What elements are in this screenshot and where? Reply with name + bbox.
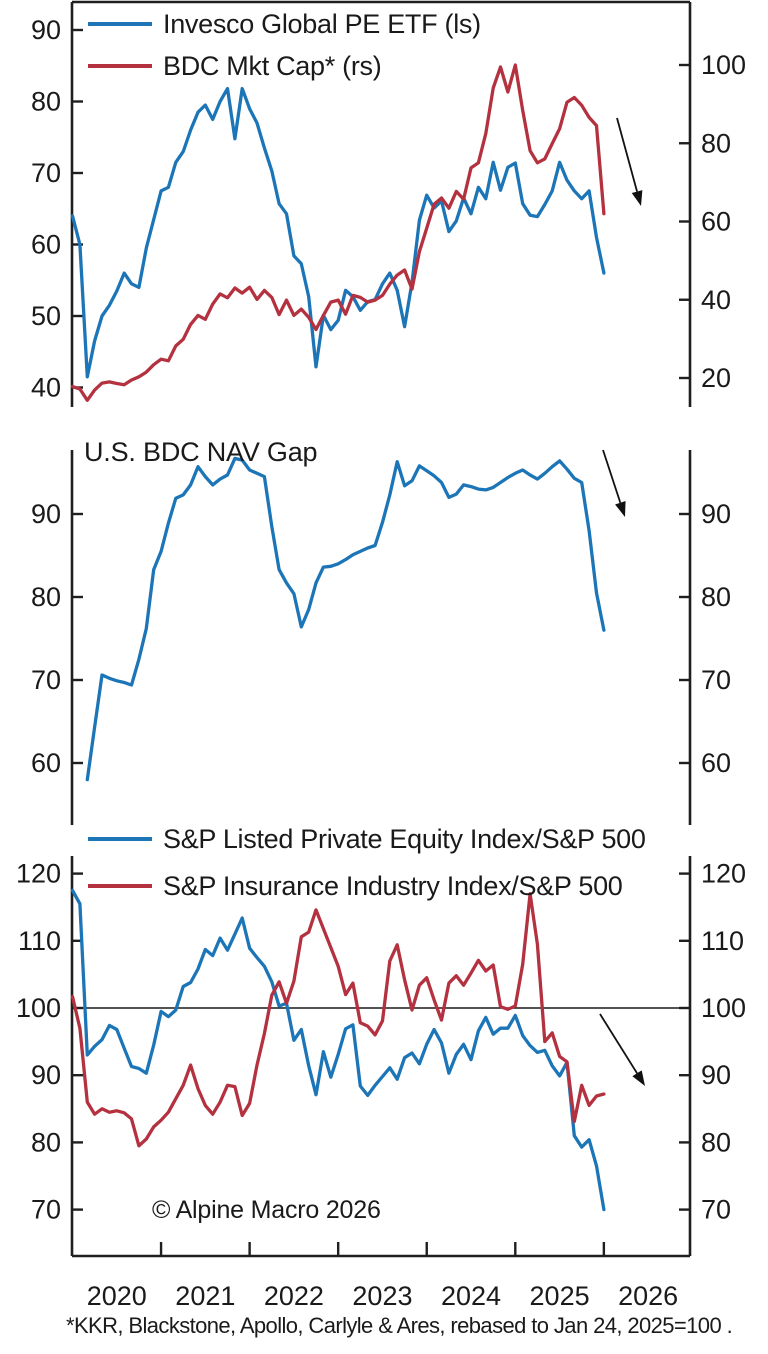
- left-axis-tick-label: 70: [31, 665, 61, 695]
- series-line-0-0: [70, 86, 606, 379]
- left-axis-tick-label: 60: [31, 230, 61, 260]
- x-axis-year-label: 2021: [175, 1281, 235, 1311]
- legend-label-bdc-mkt-cap: BDC Mkt Cap* (rs): [163, 51, 381, 81]
- right-axis-tick-label: 120: [701, 859, 746, 889]
- right-axis-tick-label: 60: [701, 207, 731, 237]
- left-axis-tick-label: 80: [31, 582, 61, 612]
- right-axis-tick-label: 20: [701, 363, 731, 393]
- downward-trend-arrow-head: [631, 190, 643, 206]
- left-axis-tick-label: 110: [18, 926, 61, 956]
- copyright-text: © Alpine Macro 2026: [152, 1196, 381, 1224]
- x-axis-year-label: 2024: [441, 1281, 501, 1311]
- series-line-0-1: [70, 63, 606, 402]
- right-axis-tick-label: 100: [701, 50, 746, 80]
- x-axis-year-label: 2023: [352, 1281, 412, 1311]
- left-axis-tick-label: 100: [16, 993, 61, 1023]
- right-axis-tick-label: 90: [701, 1060, 731, 1090]
- downward-trend-arrow-shaft: [616, 117, 638, 192]
- legend-label-sp-insurance-index: S&P Insurance Industry Index/S&P 500: [163, 871, 623, 901]
- left-axis-tick-label: 70: [31, 158, 61, 188]
- downward-trend-arrow-shaft: [599, 1013, 638, 1074]
- series-line-1-0: [85, 456, 606, 782]
- right-axis-tick-label: 70: [701, 1195, 731, 1225]
- left-axis-tick-label: 40: [31, 373, 61, 403]
- downward-trend-arrow-shaft: [602, 449, 622, 504]
- x-axis-year-label: 2026: [618, 1281, 678, 1311]
- left-axis-tick-label: 80: [31, 1127, 61, 1157]
- right-axis-tick-label: 80: [701, 1127, 731, 1157]
- middle-panel-bdc-nav-gap: 90 80 70 60 90 80 70 60: [31, 449, 731, 825]
- left-axis-tick-label: 60: [31, 748, 61, 778]
- series-line-2-0: [70, 888, 606, 1212]
- left-axis-tick-label: 80: [31, 87, 61, 117]
- top-panel-invesco-pe-vs-bdc: 90 80 70 60 50 40 100 80 60 40 20: [31, 0, 746, 407]
- right-axis-tick-label: 40: [701, 285, 731, 315]
- left-axis-tick-label: 90: [31, 499, 61, 529]
- left-axis-tick-label: 90: [31, 15, 61, 45]
- right-axis-tick-label: 100: [701, 993, 746, 1023]
- downward-trend-arrow-head: [615, 501, 626, 517]
- left-axis-tick-label: 70: [31, 1195, 61, 1225]
- legend-label-sp-listed-pe-index: S&P Listed Private Equity Index/S&P 500: [163, 824, 646, 854]
- downward-trend-arrow-head: [632, 1070, 645, 1086]
- right-axis-tick-label: 80: [701, 582, 731, 612]
- series-line-2-1: [70, 892, 606, 1148]
- right-axis-tick-label: 110: [701, 926, 744, 956]
- bottom-panel-relative-indexes: 120 110 100 90 80 70 120 110 100 90 80 70 2020 2021 20…: [16, 856, 746, 1311]
- x-axis-year-label: 2020: [87, 1281, 147, 1311]
- left-axis-tick-label: 120: [16, 859, 61, 889]
- legend-label-invesco-pe-etf: Invesco Global PE ETF (ls): [163, 9, 481, 39]
- right-axis-tick-label: 90: [701, 499, 731, 529]
- x-axis-year-label: 2025: [530, 1281, 590, 1311]
- footnote-text: *KKR, Blackstone, Apollo, Carlyle & Ares…: [66, 1313, 732, 1338]
- right-axis-tick-label: 70: [701, 665, 731, 695]
- right-axis-tick-label: 80: [701, 128, 731, 158]
- left-axis-tick-label: 50: [31, 301, 61, 331]
- middle-panel-title: U.S. BDC NAV Gap: [84, 437, 317, 467]
- right-axis-tick-label: 60: [701, 748, 731, 778]
- left-axis-tick-label: 90: [31, 1060, 61, 1090]
- x-axis-year-label: 2022: [264, 1281, 324, 1311]
